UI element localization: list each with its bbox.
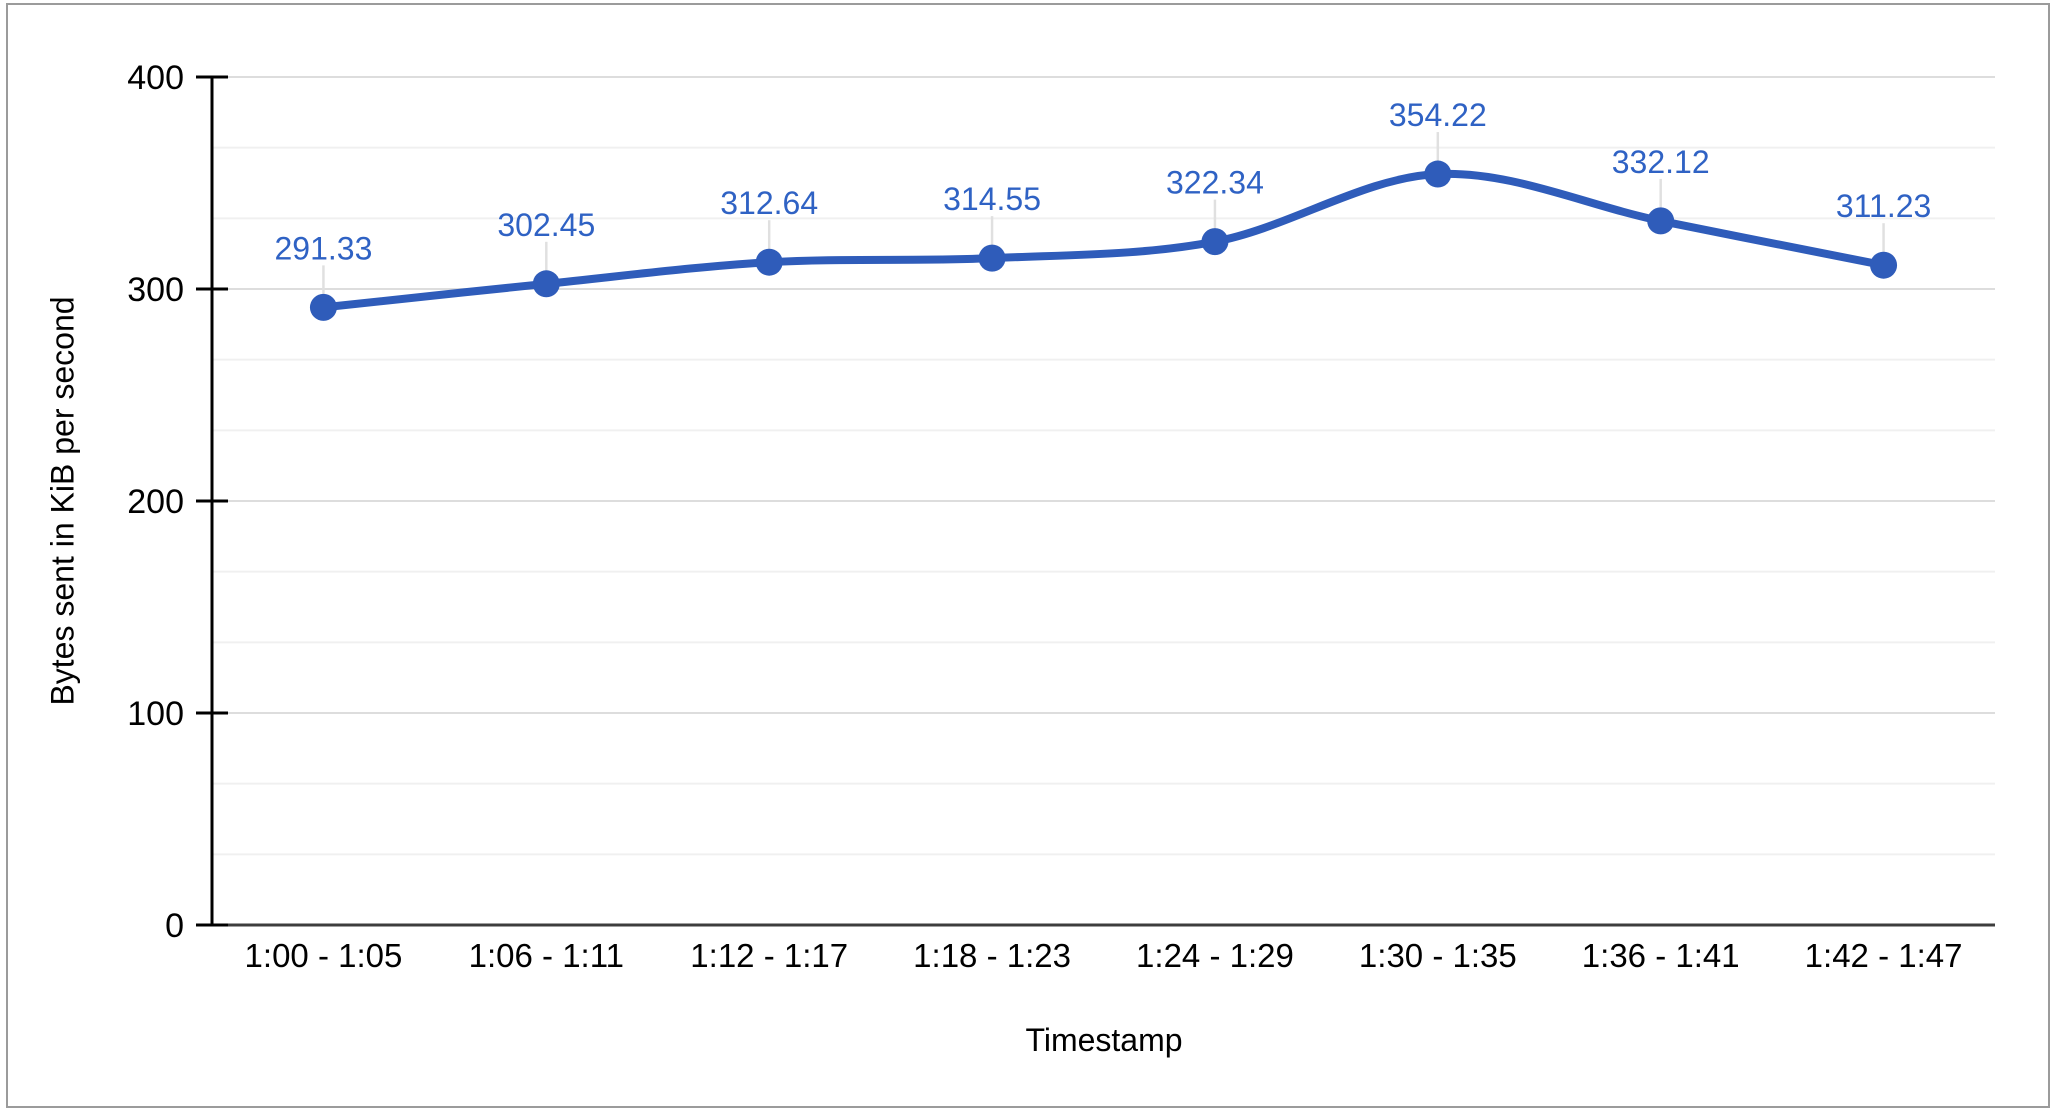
data-point-marker[interactable] (309, 293, 337, 321)
x-tick-label: 1:12 - 1:17 (690, 937, 848, 974)
x-tick-label: 1:18 - 1:23 (913, 937, 1071, 974)
data-point-marker[interactable] (1201, 228, 1229, 256)
x-tick-label: 1:06 - 1:11 (469, 937, 624, 974)
y-tick-label: 300 (127, 271, 184, 309)
data-label: 302.45 (497, 207, 595, 243)
x-tick-label: 1:42 - 1:47 (1805, 937, 1963, 974)
x-tick-label: 1:24 - 1:29 (1136, 937, 1294, 974)
data-label: 354.22 (1389, 97, 1487, 133)
data-label: 291.33 (275, 230, 373, 266)
data-point-marker[interactable] (978, 244, 1006, 272)
data-label: 312.64 (720, 185, 818, 221)
y-axis-title: Bytes sent in KiB per second (44, 296, 81, 706)
x-tick-label: 1:00 - 1:05 (245, 937, 403, 974)
data-point-marker[interactable] (755, 248, 783, 276)
data-label: 311.23 (1836, 188, 1932, 224)
series-line (319, 169, 1888, 312)
data-label: 332.12 (1612, 144, 1710, 180)
data-point-marker[interactable] (1870, 251, 1898, 279)
data-label: 314.55 (943, 181, 1041, 217)
data-point-marker[interactable] (1647, 207, 1675, 235)
y-tick-label: 0 (165, 907, 184, 945)
window-border (6, 3, 2050, 1108)
x-tick-label: 1:36 - 1:41 (1582, 937, 1740, 974)
data-point-marker[interactable] (1424, 160, 1452, 188)
y-tick-label: 100 (127, 695, 184, 733)
y-tick-label: 400 (127, 59, 184, 97)
data-point-marker[interactable] (532, 270, 560, 298)
x-axis-title: Timestamp (1025, 1022, 1183, 1058)
x-tick-label: 1:30 - 1:35 (1359, 937, 1517, 974)
y-tick-label: 200 (127, 483, 184, 521)
data-label: 322.34 (1166, 165, 1264, 201)
